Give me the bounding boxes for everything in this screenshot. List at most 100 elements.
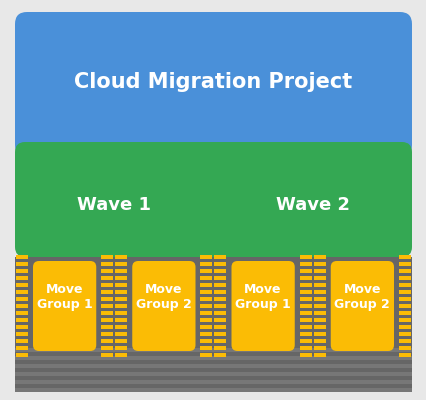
Bar (313, 339, 325, 343)
Bar (115, 311, 127, 315)
Bar (200, 290, 212, 294)
Bar (200, 283, 212, 287)
Bar (101, 290, 113, 294)
Bar (299, 311, 311, 315)
Bar (214, 276, 226, 280)
Bar (16, 262, 28, 266)
Bar (299, 304, 311, 308)
Bar (313, 276, 325, 280)
Text: Move
Group 1: Move Group 1 (235, 283, 290, 311)
Text: Wave 2: Wave 2 (275, 196, 349, 214)
Bar (398, 297, 410, 301)
Bar (214, 325, 226, 329)
Bar (16, 318, 28, 322)
FancyBboxPatch shape (15, 12, 411, 157)
Text: Cloud Migration Project: Cloud Migration Project (74, 72, 352, 92)
Bar (398, 353, 410, 357)
Bar (16, 339, 28, 343)
Bar (16, 325, 28, 329)
Bar (398, 304, 410, 308)
Bar (16, 311, 28, 315)
Bar (101, 325, 113, 329)
Bar (200, 262, 212, 266)
Bar (115, 339, 127, 343)
Bar (299, 332, 311, 336)
Bar (101, 304, 113, 308)
Bar (299, 318, 311, 322)
Bar (299, 269, 311, 273)
Bar (15, 380, 411, 384)
Bar (16, 290, 28, 294)
Bar (115, 255, 127, 259)
Bar (15, 364, 411, 368)
Bar (214, 353, 226, 357)
Bar (101, 297, 113, 301)
Bar (101, 262, 113, 266)
Bar (101, 346, 113, 350)
Bar (313, 269, 325, 273)
Bar (398, 276, 410, 280)
Bar (200, 276, 212, 280)
Bar (214, 297, 226, 301)
Text: Move
Group 2: Move Group 2 (136, 283, 191, 311)
FancyBboxPatch shape (132, 261, 195, 351)
Bar (398, 339, 410, 343)
FancyBboxPatch shape (15, 257, 411, 392)
Bar (115, 325, 127, 329)
Bar (214, 346, 226, 350)
Bar (398, 346, 410, 350)
Bar (299, 283, 311, 287)
Bar (115, 283, 127, 287)
Bar (115, 297, 127, 301)
Text: Wave 1: Wave 1 (77, 196, 151, 214)
Bar (200, 255, 212, 259)
Bar (16, 276, 28, 280)
Bar (313, 353, 325, 357)
Bar (115, 346, 127, 350)
Bar (115, 332, 127, 336)
Bar (398, 318, 410, 322)
Bar (16, 283, 28, 287)
Bar (214, 339, 226, 343)
Bar (200, 332, 212, 336)
Bar (398, 325, 410, 329)
Bar (214, 332, 226, 336)
FancyBboxPatch shape (33, 261, 96, 351)
Bar (214, 290, 226, 294)
Bar (398, 311, 410, 315)
Bar (214, 269, 226, 273)
Bar (101, 353, 113, 357)
Bar (299, 353, 311, 357)
Bar (313, 290, 325, 294)
Bar (299, 262, 311, 266)
Bar (200, 325, 212, 329)
Bar (398, 332, 410, 336)
Bar (101, 255, 113, 259)
Bar (200, 269, 212, 273)
Bar (115, 290, 127, 294)
Bar (200, 311, 212, 315)
Bar (200, 353, 212, 357)
FancyBboxPatch shape (15, 142, 411, 257)
Bar (299, 255, 311, 259)
Bar (115, 269, 127, 273)
Bar (313, 283, 325, 287)
Text: Move
Group 1: Move Group 1 (37, 283, 92, 311)
Bar (299, 346, 311, 350)
Bar (101, 339, 113, 343)
Bar (299, 297, 311, 301)
Bar (313, 304, 325, 308)
Bar (313, 255, 325, 259)
Bar (313, 311, 325, 315)
Bar (214, 318, 226, 322)
Bar (15, 348, 411, 352)
Bar (200, 297, 212, 301)
Bar (115, 353, 127, 357)
Bar (16, 297, 28, 301)
Bar (16, 304, 28, 308)
Bar (115, 304, 127, 308)
Bar (398, 269, 410, 273)
Bar (101, 276, 113, 280)
Bar (16, 269, 28, 273)
Bar (398, 262, 410, 266)
